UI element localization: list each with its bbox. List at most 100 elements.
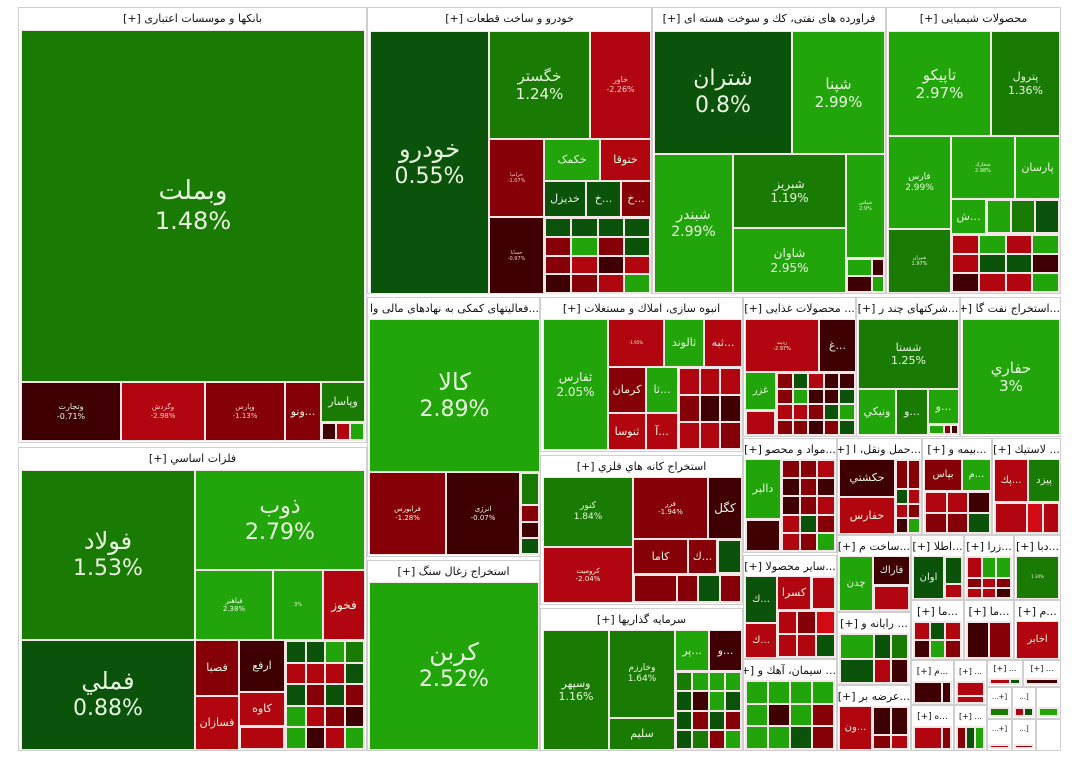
sector-title-x5[interactable]: [...: [1019, 693, 1029, 701]
tile-fkhouz[interactable]: فخوز: [323, 570, 365, 640]
sector-title-chem[interactable]: محصولات شیمیایی [+]: [919, 12, 1028, 25]
tile-vkharazm[interactable]: وخارزم 1.64%: [609, 630, 675, 718]
tile-kerman[interactable]: کرمان: [608, 367, 646, 413]
tile-sh-ellipsis[interactable]: ...ش: [951, 199, 986, 234]
tile-farak[interactable]: فاراك: [873, 556, 910, 585]
sector-title-ma1[interactable]: ...ما [+]: [916, 605, 959, 618]
tile-khakmak[interactable]: خکمک: [544, 139, 600, 181]
tile-chadan[interactable]: چدن: [839, 556, 873, 611]
tile-khtooqa[interactable]: ختوقا: [600, 139, 651, 181]
tile-k2[interactable]: ...ك: [745, 623, 777, 658]
sector-title-metals[interactable]: فلزات اساسي [+]: [148, 452, 237, 465]
tile-foolad[interactable]: فولاد 1.53%: [21, 470, 195, 640]
tile-farabourse[interactable]: فرابورس -1.28%: [369, 472, 446, 555]
tile-vtejarat[interactable]: وتجارت -0.71%: [21, 382, 121, 441]
tile-fezar[interactable]: فزر -1.94%: [633, 477, 708, 539]
sector-title-tele[interactable]: ...م [+]: [1018, 605, 1057, 618]
tile-fsazan[interactable]: فسازان: [195, 696, 239, 750]
tile-bepas[interactable]: بپاس: [924, 459, 962, 491]
tile-kh-1[interactable]: ...خ: [586, 181, 621, 217]
tile-small-3pct[interactable]: 3%: [273, 570, 323, 640]
tile-sebe[interactable]: ...ثبه: [704, 319, 742, 367]
sector-title-x1[interactable]: ... [+]: [958, 667, 983, 676]
tile-kegol[interactable]: کگل: [708, 477, 742, 539]
tile-haffari[interactable]: حفاري 3%: [962, 319, 1060, 435]
tile-shasta[interactable]: شستا 1.25%: [858, 319, 959, 389]
tile-shkharak[interactable]: شخارك 2.98%: [951, 136, 1015, 199]
tile-a[interactable]: ...آ: [646, 413, 678, 450]
sector-title-x6[interactable]: [+...: [991, 725, 1008, 733]
tile-fameli[interactable]: فملي 0.88%: [21, 640, 195, 750]
sector-title-oil[interactable]: فراورده های نفتی، کك و سوخت هسته ای [+]: [662, 12, 876, 25]
tile-gh[interactable]: ...غ: [819, 319, 856, 372]
sector-title-build[interactable]: انبوه سازی، املاك و مستغلات [+]: [562, 302, 721, 315]
tile-par[interactable]: ...پر: [675, 630, 709, 671]
tile-on[interactable]: ...ون: [839, 706, 872, 750]
sector-title-auto[interactable]: خودرو و ساخت قطعات [+]: [445, 12, 574, 25]
tile-va[interactable]: ...و: [709, 630, 742, 671]
sector-title-x2[interactable]: ... [+]: [993, 664, 1017, 673]
tile-v2[interactable]: ...و: [928, 389, 959, 424]
tile-zob[interactable]: ذوب 2.79%: [195, 470, 365, 570]
tile-salim[interactable]: سلیم: [609, 718, 675, 750]
sector-title-x1b[interactable]: ... [+]: [958, 712, 983, 721]
tile-dba-1[interactable]: 1.34%: [1016, 556, 1059, 599]
tile-shetran[interactable]: شتران 0.8%: [654, 31, 792, 154]
tile-peyazd[interactable]: پیزد: [1028, 459, 1060, 502]
sector-title-cement[interactable]: ... سیمان، آهك و [+]: [744, 664, 836, 677]
tile-vbmellat[interactable]: وبملت 1.48%: [21, 30, 365, 382]
sector-title-x4[interactable]: [+...: [991, 693, 1008, 701]
tile-arfa[interactable]: ارفع: [239, 640, 285, 692]
tile-k[interactable]: ...ك: [688, 539, 717, 574]
sector-title-x3[interactable]: ... [+]: [1030, 664, 1054, 673]
sector-title-comp[interactable]: ... رایانه و [+]: [840, 617, 908, 630]
sector-title-tire[interactable]: ... لاستیك [+]: [993, 443, 1060, 456]
sector-title-food[interactable]: ... محصولات غذایی [+]: [744, 302, 855, 315]
sector-title-x7[interactable]: [...: [1019, 725, 1029, 733]
tile-shebandar[interactable]: شبندر 2.99%: [654, 154, 733, 293]
tile-kaveh[interactable]: کاوه: [239, 692, 285, 726]
sector-title-mfg[interactable]: ...ساخت م [+]: [838, 540, 910, 553]
tile-sealvand[interactable]: ثالوند: [664, 319, 704, 367]
sector-title-supply[interactable]: ...عرضه بر [+]: [838, 690, 910, 703]
tile-energy[interactable]: انرژی -0.07%: [446, 472, 520, 555]
tile-k1[interactable]: ...ك: [745, 576, 777, 623]
tile-akhaber[interactable]: اخابر: [1016, 621, 1059, 659]
tile-avan[interactable]: اوان: [913, 556, 944, 599]
tile-khazamia[interactable]: خزامیا -1.07%: [489, 139, 544, 217]
sector-title-mat[interactable]: ...مواد و محصو [+]: [744, 443, 836, 456]
tile-shepna[interactable]: شپنا 2.99%: [792, 31, 885, 154]
tile-khsaipa[interactable]: خسایا -0.97%: [489, 217, 544, 294]
tile-ghazar[interactable]: غزر: [745, 372, 776, 410]
sector-title-h1[interactable]: ...ه [+]: [917, 712, 948, 722]
tile-kromit[interactable]: کرومیت -2.04%: [543, 547, 633, 603]
tile-khavar[interactable]: خاور -2.26%: [590, 31, 651, 139]
tile-shiran[interactable]: شیران 1.97%: [888, 229, 951, 293]
tile-hakeshti[interactable]: حکشتي: [839, 459, 895, 497]
tile-kasra[interactable]: کسرا: [777, 576, 811, 610]
tile-shebriz[interactable]: شبریز 1.19%: [733, 154, 846, 228]
tile-senousa[interactable]: ثنوسا: [608, 413, 646, 450]
tile-fars[interactable]: فارس 2.99%: [888, 136, 951, 229]
sector-title-oilex[interactable]: ...استخراج نفت گا [+]: [961, 302, 1060, 315]
sector-title-other[interactable]: ...سایر محصولا [+]: [744, 560, 836, 573]
tile-shavan[interactable]: شاوان 2.95%: [733, 228, 846, 293]
tile-dalbar[interactable]: دالبر: [745, 459, 781, 519]
tile-kenour[interactable]: کنور 1.84%: [543, 477, 633, 547]
tile-vnikei[interactable]: ونیکي: [858, 389, 896, 435]
tile-vgardesh[interactable]: وگردش -2.98%: [121, 382, 205, 441]
tile-khodro[interactable]: خودرو 0.55%: [370, 31, 489, 294]
sector-title-ins[interactable]: ...بیمه و [+]: [927, 443, 987, 456]
tile-vpasar[interactable]: وپاسار: [321, 382, 365, 422]
tile-kama[interactable]: کاما: [633, 539, 688, 574]
tile-khgostar[interactable]: خگستر 1.24%: [489, 31, 590, 139]
tile-sefars[interactable]: ثفارس 2.05%: [543, 319, 608, 450]
tile-kala[interactable]: کالا 2.89%: [369, 319, 540, 472]
tile-vno[interactable]: ...ونو: [285, 382, 321, 441]
tile-parsan[interactable]: پارسان: [1015, 136, 1060, 199]
sector-title-trans[interactable]: ...حمل ونقل، ا [+]: [838, 443, 921, 456]
sector-title-dba[interactable]: ...دبا [+]: [1015, 540, 1060, 553]
sector-title-mining[interactable]: استخراج کانه هاي فلزي [+]: [576, 460, 707, 473]
tile-small-neg[interactable]: -1.95%: [608, 319, 664, 367]
tile-vpars[interactable]: وپارس -1.13%: [205, 382, 285, 441]
